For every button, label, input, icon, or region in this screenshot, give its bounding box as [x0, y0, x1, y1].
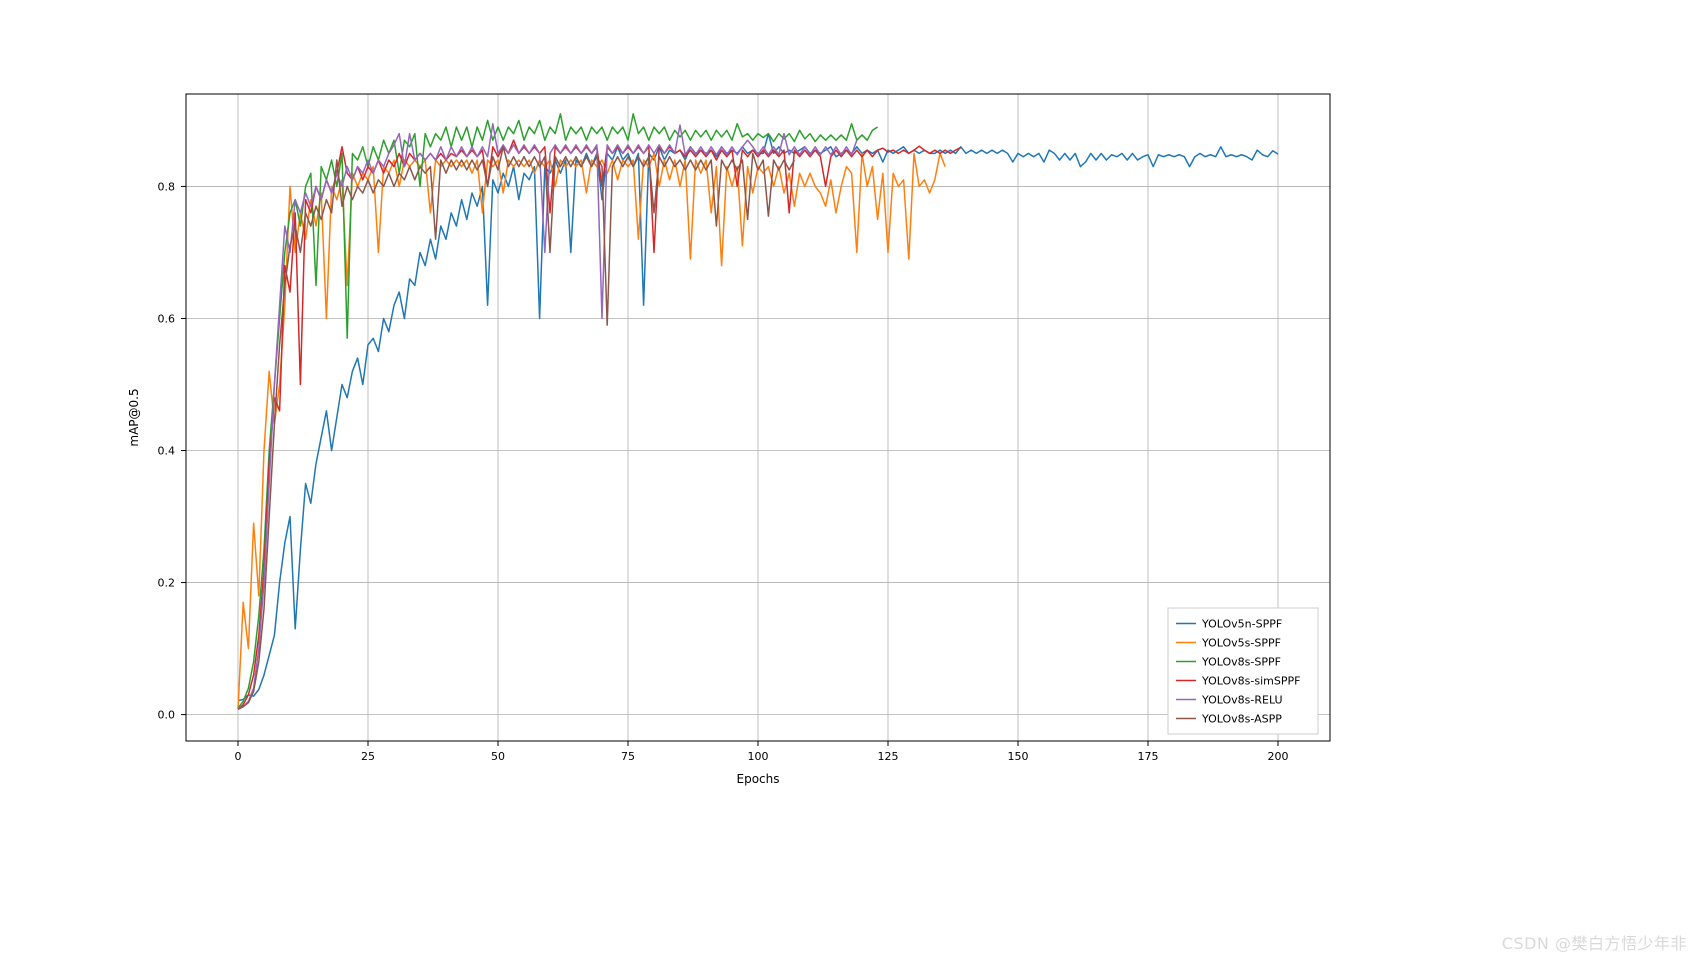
ylabel: mAP@0.5 — [127, 388, 141, 446]
xlabel: Epochs — [737, 772, 780, 786]
ytick-label: 0.8 — [158, 180, 176, 193]
legend-label: YOLOv5n-SPPF — [1201, 618, 1282, 631]
xtick-label: 125 — [878, 750, 899, 763]
xtick-label: 175 — [1138, 750, 1159, 763]
ytick-label: 0.6 — [158, 312, 176, 325]
watermark-text: CSDN @樊白方悟少年非 — [1502, 930, 1687, 954]
legend-label: YOLOv8s-ASPP — [1201, 713, 1282, 726]
xtick-label: 50 — [491, 750, 505, 763]
xtick-label: 75 — [621, 750, 635, 763]
xtick-label: 150 — [1008, 750, 1029, 763]
line-chart: 0 25 50 75 100 125 150 175 200 0.0 0.2 0.4 0.6 0.8 Epo… — [0, 0, 1707, 964]
xtick-label: 25 — [361, 750, 375, 763]
legend-label: YOLOv8s-RELU — [1201, 694, 1283, 707]
ytick-label: 0.0 — [158, 709, 176, 722]
legend-label: YOLOv8s-SPPF — [1201, 656, 1281, 669]
legend-label: YOLOv5s-SPPF — [1201, 637, 1281, 650]
ytick-label: 0.2 — [158, 577, 176, 590]
xtick-label: 100 — [748, 750, 769, 763]
ytick-label: 0.4 — [158, 445, 176, 458]
legend-label: YOLOv8s-simSPPF — [1201, 675, 1300, 688]
xtick-label: 0 — [235, 750, 242, 763]
xtick-label: 200 — [1268, 750, 1289, 763]
